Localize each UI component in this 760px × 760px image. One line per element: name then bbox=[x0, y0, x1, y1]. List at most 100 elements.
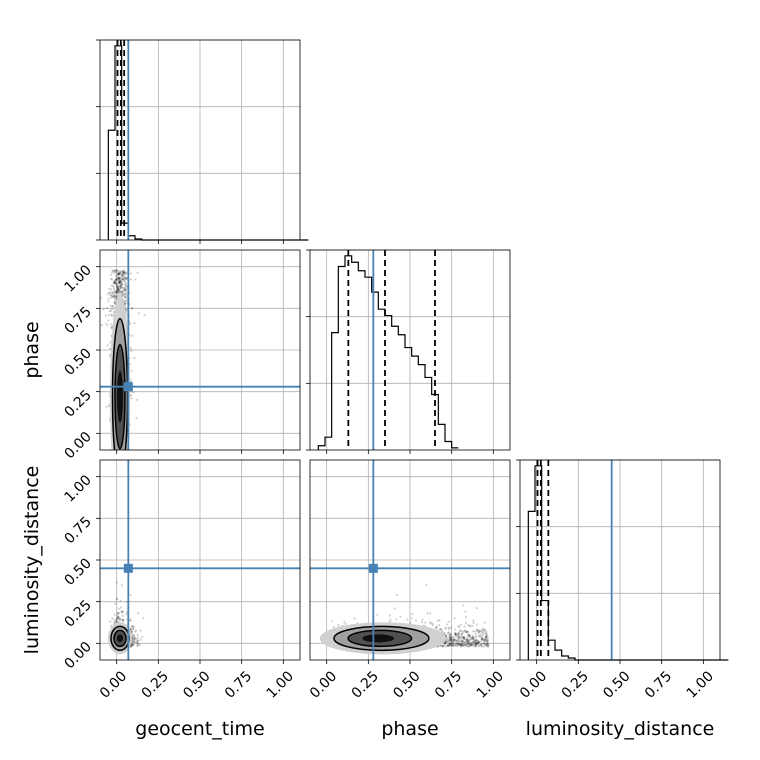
sample-point bbox=[117, 291, 120, 294]
sample-point bbox=[447, 639, 450, 643]
sample-point bbox=[110, 273, 113, 276]
sample-point bbox=[114, 278, 118, 281]
sample-point bbox=[124, 272, 127, 275]
x-tick-label: 0.75 bbox=[642, 668, 675, 701]
sample-point bbox=[456, 635, 460, 638]
sample-point bbox=[474, 636, 478, 639]
sample-point bbox=[473, 630, 476, 633]
sample-point bbox=[121, 270, 125, 273]
sample-point bbox=[442, 644, 445, 647]
sample-point bbox=[119, 600, 122, 603]
sample-point bbox=[116, 278, 119, 281]
sample-point bbox=[482, 641, 485, 644]
sample-point bbox=[136, 271, 139, 274]
sample-point bbox=[414, 619, 418, 622]
sample-point bbox=[115, 280, 118, 283]
sample-point bbox=[481, 634, 485, 637]
sample-point bbox=[477, 640, 480, 644]
sample-point bbox=[123, 279, 126, 283]
sample-point bbox=[139, 629, 142, 632]
sample-point bbox=[121, 610, 124, 614]
sample-point bbox=[457, 632, 460, 635]
sample-point bbox=[112, 294, 115, 298]
sample-point bbox=[123, 271, 126, 274]
sample-point bbox=[112, 293, 116, 297]
y-tick-label: 0.00 bbox=[61, 429, 94, 462]
y-tick-label: 1.00 bbox=[61, 472, 94, 505]
density-contour bbox=[117, 634, 123, 643]
sample-point bbox=[131, 636, 134, 640]
sample-point bbox=[117, 612, 120, 615]
sample-point bbox=[121, 290, 124, 294]
sample-point bbox=[116, 287, 120, 290]
sample-point bbox=[447, 644, 450, 647]
sample-point bbox=[441, 629, 444, 633]
sample-point bbox=[116, 275, 119, 278]
sample-point bbox=[457, 637, 460, 640]
y-tick-label: 0.75 bbox=[61, 514, 94, 547]
sample-point bbox=[468, 638, 471, 641]
sample-point bbox=[452, 640, 455, 644]
sample-point bbox=[124, 283, 127, 286]
sample-point bbox=[457, 632, 460, 636]
sample-point bbox=[115, 597, 119, 600]
sample-point bbox=[116, 278, 119, 281]
sample-point bbox=[449, 635, 452, 639]
sample-point bbox=[452, 644, 455, 647]
sample-point bbox=[133, 634, 136, 637]
sample-point bbox=[449, 638, 452, 641]
sample-point bbox=[469, 625, 472, 628]
x-axis-label: geocent_time bbox=[135, 718, 264, 740]
sample-point bbox=[443, 642, 446, 645]
x-tick-label: 0.25 bbox=[139, 668, 172, 701]
sample-point bbox=[455, 639, 458, 642]
sample-point bbox=[130, 390, 133, 393]
sample-point bbox=[479, 635, 482, 638]
sample-point bbox=[455, 633, 458, 636]
sample-point bbox=[465, 640, 468, 644]
sample-point bbox=[118, 280, 121, 283]
sample-point bbox=[121, 618, 124, 622]
sample-point bbox=[117, 273, 120, 276]
sample-point bbox=[438, 623, 441, 627]
sample-point bbox=[464, 645, 468, 648]
sample-point bbox=[120, 583, 123, 587]
sample-point bbox=[484, 637, 487, 641]
sample-point bbox=[460, 632, 463, 635]
sample-point bbox=[468, 641, 472, 644]
sample-point bbox=[475, 639, 478, 642]
sample-point bbox=[125, 292, 128, 295]
sample-point bbox=[431, 622, 434, 625]
sample-point bbox=[117, 278, 120, 282]
sample-point bbox=[118, 280, 122, 283]
sample-point bbox=[115, 285, 118, 288]
sample-point bbox=[131, 628, 135, 631]
sample-point bbox=[467, 640, 470, 643]
sample-point bbox=[113, 294, 117, 298]
sample-point bbox=[455, 639, 458, 642]
sample-point bbox=[123, 288, 127, 291]
sample-point bbox=[460, 632, 464, 636]
sample-point bbox=[108, 291, 111, 295]
sample-point bbox=[136, 636, 139, 639]
sample-point bbox=[114, 290, 117, 293]
sample-point bbox=[117, 285, 120, 289]
sample-point bbox=[129, 322, 132, 326]
samples-phase_vs_geocent_time bbox=[100, 269, 146, 450]
sample-point bbox=[134, 629, 138, 632]
sample-point bbox=[460, 640, 463, 643]
sample-point bbox=[474, 644, 477, 647]
sample-point bbox=[137, 642, 140, 645]
sample-point bbox=[444, 627, 447, 630]
sample-point bbox=[117, 285, 120, 288]
sample-point bbox=[100, 296, 102, 299]
sample-point bbox=[461, 642, 464, 646]
sample-point bbox=[110, 284, 113, 287]
sample-point bbox=[123, 288, 127, 291]
sample-point bbox=[123, 277, 126, 281]
sample-point bbox=[119, 276, 122, 279]
sample-point bbox=[110, 288, 113, 291]
sample-point bbox=[109, 620, 112, 623]
sample-point bbox=[459, 623, 462, 626]
sample-point bbox=[114, 269, 117, 272]
